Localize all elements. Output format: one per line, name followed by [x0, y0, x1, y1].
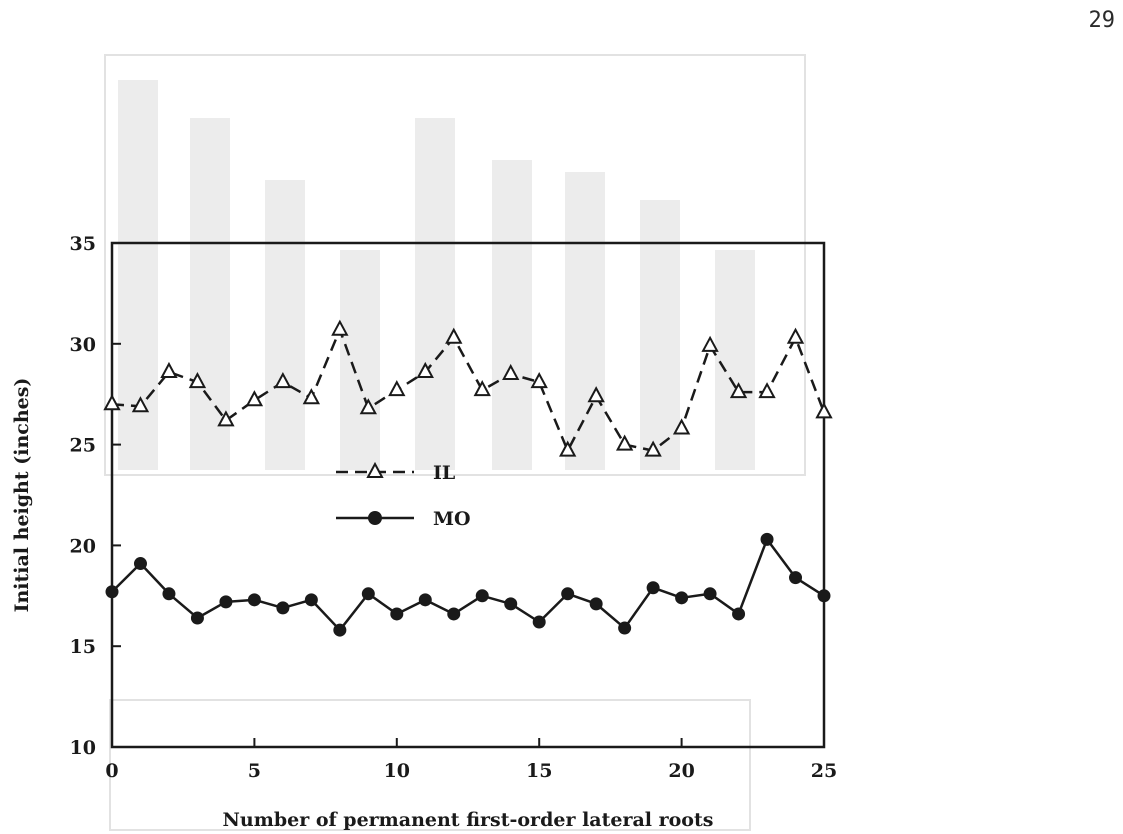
point-mo — [732, 607, 746, 621]
point-mo — [105, 585, 119, 599]
point-il — [559, 440, 577, 457]
point-il — [160, 361, 178, 379]
point-il — [331, 319, 349, 336]
point-il — [302, 388, 321, 405]
point-il — [672, 418, 691, 435]
y-tick-label: 10 — [70, 737, 96, 759]
point-mo — [361, 587, 375, 601]
point-mo — [703, 587, 717, 601]
point-mo — [789, 571, 803, 585]
point-mo — [333, 623, 347, 637]
legend-il-label: IL — [433, 462, 455, 484]
point-mo — [447, 607, 461, 621]
point-mo — [304, 593, 318, 607]
point-mo — [162, 587, 176, 601]
series-line-mo — [111, 538, 825, 632]
x-tick-label: 5 — [248, 760, 261, 782]
y-tick-label: 25 — [70, 435, 96, 457]
x-tick-label: 10 — [384, 760, 410, 782]
x-tick-label: 0 — [105, 760, 118, 782]
point-il — [274, 371, 292, 389]
point-mo — [675, 591, 689, 605]
point-il — [473, 380, 491, 397]
point-il — [786, 327, 805, 344]
point-il — [502, 363, 520, 381]
point-mo — [532, 615, 546, 629]
point-mo — [276, 601, 290, 615]
point-il — [615, 434, 634, 451]
x-axis-title: Number of permanent first-order lateral … — [223, 809, 714, 831]
legend-mo-label: MO — [433, 508, 471, 530]
point-mo — [817, 589, 831, 603]
point-il — [587, 386, 605, 403]
point-mo — [475, 589, 489, 603]
legend-il-marker — [366, 461, 384, 478]
point-il — [245, 390, 264, 407]
bleed-through-background — [104, 54, 806, 831]
legend: IL MO — [336, 461, 471, 530]
point-mo — [418, 593, 432, 607]
point-il — [701, 335, 719, 352]
series-layer — [103, 319, 833, 637]
y-tick-label: 35 — [70, 233, 96, 255]
x-tick-label: 25 — [811, 760, 837, 782]
y-tick-label: 30 — [70, 334, 96, 356]
point-il — [530, 371, 548, 389]
point-mo — [561, 587, 575, 601]
point-il — [416, 361, 434, 379]
plot-frame — [110, 241, 826, 749]
point-mo — [589, 597, 603, 611]
point-il — [103, 394, 121, 411]
point-il — [815, 402, 833, 419]
point-il — [217, 410, 235, 427]
point-il — [388, 380, 406, 397]
point-mo — [504, 597, 518, 611]
point-mo — [247, 593, 261, 607]
point-mo — [390, 607, 404, 621]
point-mo — [219, 595, 233, 609]
point-il — [445, 327, 463, 344]
point-mo — [618, 621, 632, 635]
axes-layer: 0 5 10 15 20 25 10 15 20 25 30 35 — [70, 233, 838, 782]
y-axis-title: Initial height (inches) — [11, 378, 33, 613]
point-il — [758, 382, 776, 399]
point-mo — [133, 557, 147, 571]
point-mo — [760, 532, 774, 546]
point-il — [644, 440, 662, 457]
point-il — [131, 396, 150, 413]
point-il — [359, 398, 377, 415]
point-il — [729, 382, 748, 399]
x-tick-label: 20 — [668, 760, 694, 782]
y-tick-label: 20 — [70, 535, 96, 557]
page-number: 29 — [1088, 8, 1116, 33]
legend-mo-marker — [368, 511, 382, 525]
y-tick-label: 15 — [70, 636, 96, 658]
point-il — [188, 371, 207, 389]
point-mo — [646, 581, 660, 595]
x-tick-label: 15 — [526, 760, 552, 782]
point-mo — [190, 611, 204, 625]
series-line-il — [111, 328, 826, 452]
